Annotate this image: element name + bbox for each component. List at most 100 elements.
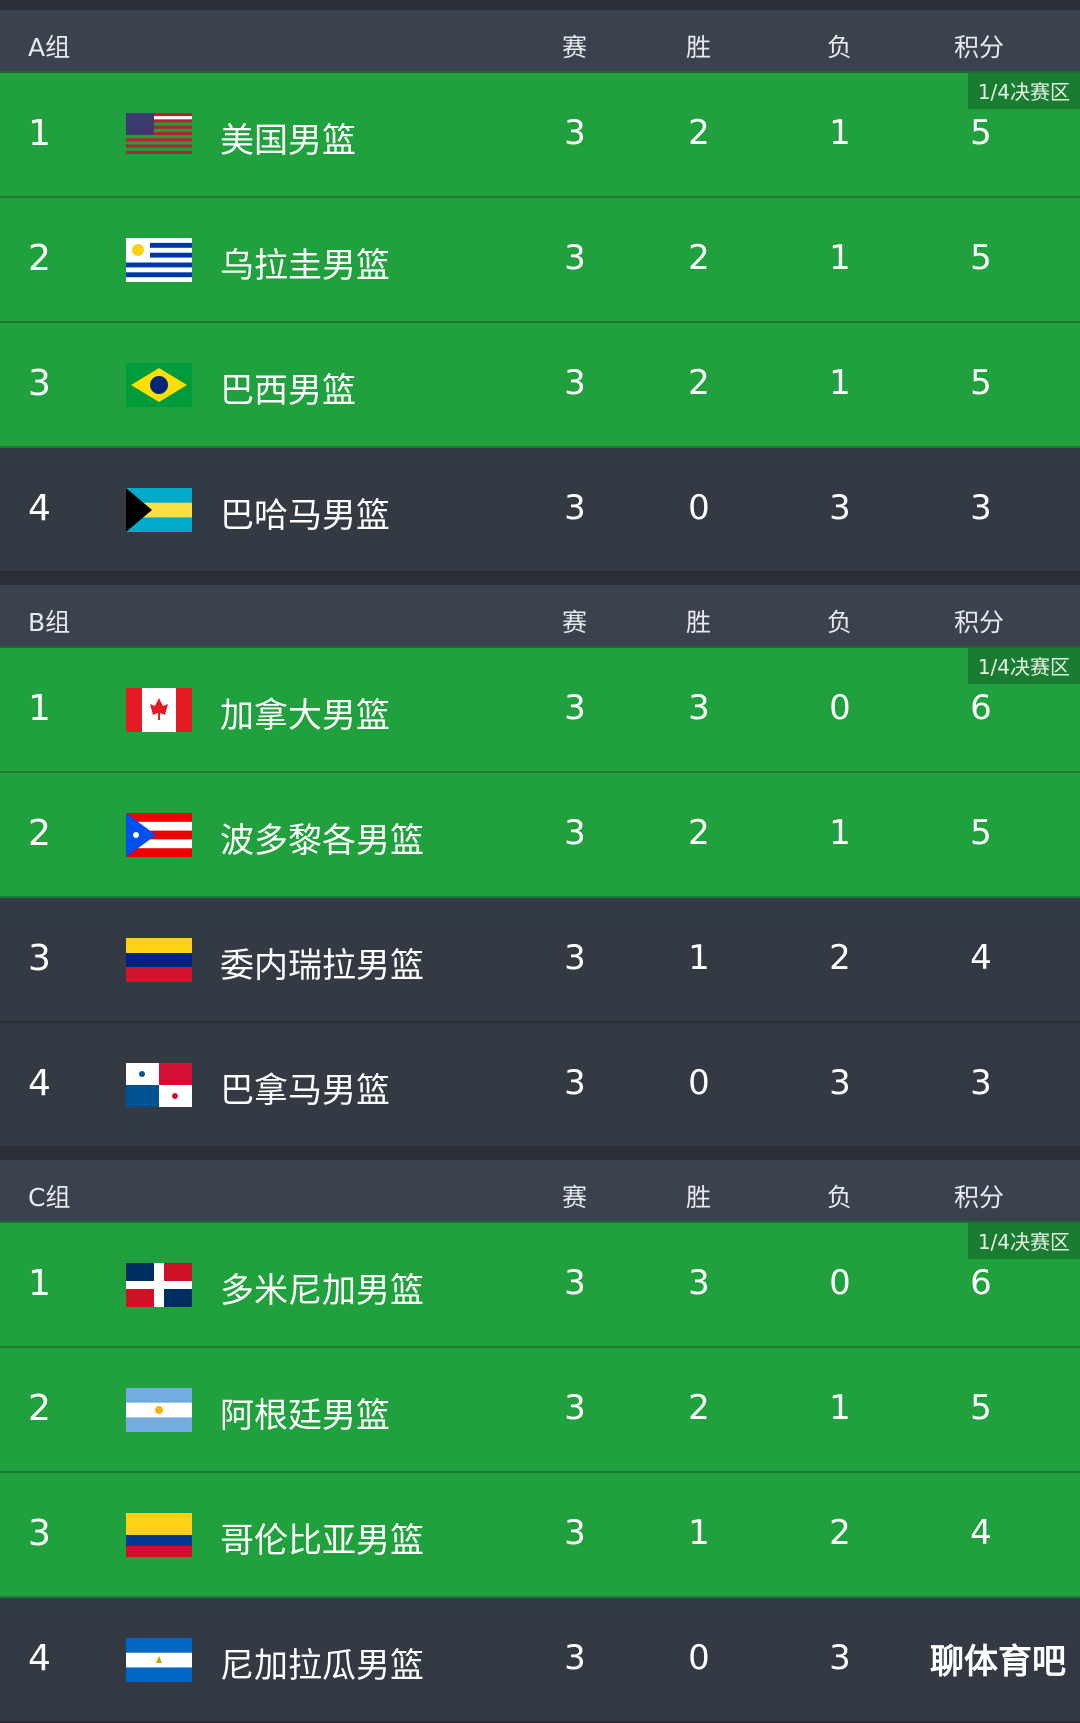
lost: 1 bbox=[829, 1388, 851, 1428]
col-won: 胜 bbox=[686, 1183, 712, 1212]
canada-flag-icon bbox=[126, 688, 192, 732]
rank: 3 bbox=[28, 363, 51, 404]
col-played: 赛 bbox=[562, 608, 588, 637]
rank: 4 bbox=[28, 1063, 51, 1104]
points: 5 bbox=[970, 238, 992, 278]
dominican-republic-flag-icon bbox=[126, 1263, 192, 1307]
nicaragua-flag-icon bbox=[126, 1638, 192, 1682]
lost: 3 bbox=[829, 488, 851, 528]
played: 3 bbox=[564, 363, 586, 403]
team-name: 乌拉圭男篮 bbox=[220, 246, 390, 286]
rank: 1 bbox=[28, 688, 51, 729]
points: 5 bbox=[970, 113, 992, 153]
played: 3 bbox=[564, 1513, 586, 1553]
group-0: A组 赛 胜 负 积分 1/4决赛区 1 美国男篮 3 2 1 5 2 乌拉圭男… bbox=[0, 10, 1080, 573]
col-points: 积分 bbox=[954, 1183, 1005, 1212]
team-name: 哥伦比亚男篮 bbox=[220, 1521, 424, 1561]
quarterfinal-badge: 1/4决赛区 bbox=[967, 73, 1080, 109]
table-row[interactable]: 1/4决赛区 1 多米尼加男篮 3 3 0 6 bbox=[0, 1223, 1080, 1348]
panama-flag-icon bbox=[126, 1063, 192, 1107]
played: 3 bbox=[564, 938, 586, 978]
won: 3 bbox=[688, 1263, 710, 1303]
won: 1 bbox=[688, 938, 710, 978]
quarterfinal-badge: 1/4决赛区 bbox=[967, 648, 1080, 684]
rank: 4 bbox=[28, 1638, 51, 1679]
team-name: 阿根廷男篮 bbox=[220, 1396, 390, 1436]
watermark: 聊体育吧 bbox=[930, 1642, 1066, 1682]
rank: 4 bbox=[28, 488, 51, 529]
won: 1 bbox=[688, 1513, 710, 1553]
table-row[interactable]: 2 阿根廷男篮 3 2 1 5 bbox=[0, 1348, 1080, 1473]
played: 3 bbox=[564, 1388, 586, 1428]
usa-flag-icon bbox=[126, 113, 192, 157]
argentina-flag-icon bbox=[126, 1388, 192, 1432]
won: 0 bbox=[688, 1638, 710, 1678]
col-played: 赛 bbox=[562, 33, 588, 62]
group-header: B组 赛 胜 负 积分 bbox=[0, 585, 1080, 648]
lost: 1 bbox=[829, 363, 851, 403]
rank: 1 bbox=[28, 1263, 51, 1304]
venezuela-flag-icon bbox=[126, 938, 192, 982]
team-name: 巴西男篮 bbox=[220, 371, 356, 411]
rank: 2 bbox=[28, 1388, 51, 1429]
won: 0 bbox=[688, 488, 710, 528]
col-points: 积分 bbox=[954, 33, 1005, 62]
col-played: 赛 bbox=[562, 1183, 588, 1212]
table-row[interactable]: 2 波多黎各男篮 3 2 1 5 bbox=[0, 773, 1080, 898]
played: 3 bbox=[564, 238, 586, 278]
quarterfinal-badge: 1/4决赛区 bbox=[967, 1223, 1080, 1259]
rank: 1 bbox=[28, 113, 51, 154]
bahamas-flag-icon bbox=[126, 488, 192, 532]
table-row[interactable]: 3 巴西男篮 3 2 1 5 bbox=[0, 323, 1080, 448]
lost: 2 bbox=[829, 938, 851, 978]
col-lost: 负 bbox=[827, 33, 853, 62]
group-name: A组 bbox=[28, 33, 71, 62]
played: 3 bbox=[564, 1263, 586, 1303]
table-row[interactable]: 3 哥伦比亚男篮 3 1 2 4 bbox=[0, 1473, 1080, 1598]
col-won: 胜 bbox=[686, 33, 712, 62]
group-name: B组 bbox=[28, 608, 71, 637]
played: 3 bbox=[564, 1063, 586, 1103]
points: 3 bbox=[970, 1063, 992, 1103]
table-row[interactable]: 4 尼加拉瓜男篮 3 0 3 bbox=[0, 1598, 1080, 1723]
points: 5 bbox=[970, 363, 992, 403]
lost: 1 bbox=[829, 113, 851, 153]
points: 6 bbox=[970, 1263, 992, 1303]
team-name: 加拿大男篮 bbox=[220, 696, 390, 736]
played: 3 bbox=[564, 813, 586, 853]
team-name: 多米尼加男篮 bbox=[220, 1271, 424, 1311]
lost: 1 bbox=[829, 813, 851, 853]
rank: 2 bbox=[28, 813, 51, 854]
won: 2 bbox=[688, 238, 710, 278]
puerto-rico-flag-icon bbox=[126, 813, 192, 857]
lost: 0 bbox=[829, 688, 851, 728]
col-lost: 负 bbox=[827, 1183, 853, 1212]
team-name: 尼加拉瓜男篮 bbox=[220, 1646, 424, 1686]
col-lost: 负 bbox=[827, 608, 853, 637]
table-row[interactable]: 1/4决赛区 1 美国男篮 3 2 1 5 bbox=[0, 73, 1080, 198]
col-won: 胜 bbox=[686, 608, 712, 637]
played: 3 bbox=[564, 113, 586, 153]
group-header: A组 赛 胜 负 积分 bbox=[0, 10, 1080, 73]
table-row[interactable]: 3 委内瑞拉男篮 3 1 2 4 bbox=[0, 898, 1080, 1023]
won: 2 bbox=[688, 813, 710, 853]
points: 5 bbox=[970, 1388, 992, 1428]
table-row[interactable]: 2 乌拉圭男篮 3 2 1 5 bbox=[0, 198, 1080, 323]
team-name: 委内瑞拉男篮 bbox=[220, 946, 424, 986]
uruguay-flag-icon bbox=[126, 238, 192, 282]
points: 3 bbox=[970, 488, 992, 528]
lost: 0 bbox=[829, 1263, 851, 1303]
played: 3 bbox=[564, 688, 586, 728]
points: 5 bbox=[970, 813, 992, 853]
team-name: 波多黎各男篮 bbox=[220, 821, 424, 861]
group-1: B组 赛 胜 负 积分 1/4决赛区 1 加拿大男篮 3 3 0 6 2 波多黎… bbox=[0, 585, 1080, 1148]
colombia-flag-icon bbox=[126, 1513, 192, 1557]
table-row[interactable]: 1/4决赛区 1 加拿大男篮 3 3 0 6 bbox=[0, 648, 1080, 773]
lost: 1 bbox=[829, 238, 851, 278]
points: 4 bbox=[970, 1513, 992, 1553]
points: 6 bbox=[970, 688, 992, 728]
table-row[interactable]: 4 巴拿马男篮 3 0 3 3 bbox=[0, 1023, 1080, 1148]
table-row[interactable]: 4 巴哈马男篮 3 0 3 3 bbox=[0, 448, 1080, 573]
brazil-flag-icon bbox=[126, 363, 192, 407]
group-header: C组 赛 胜 负 积分 bbox=[0, 1160, 1080, 1223]
